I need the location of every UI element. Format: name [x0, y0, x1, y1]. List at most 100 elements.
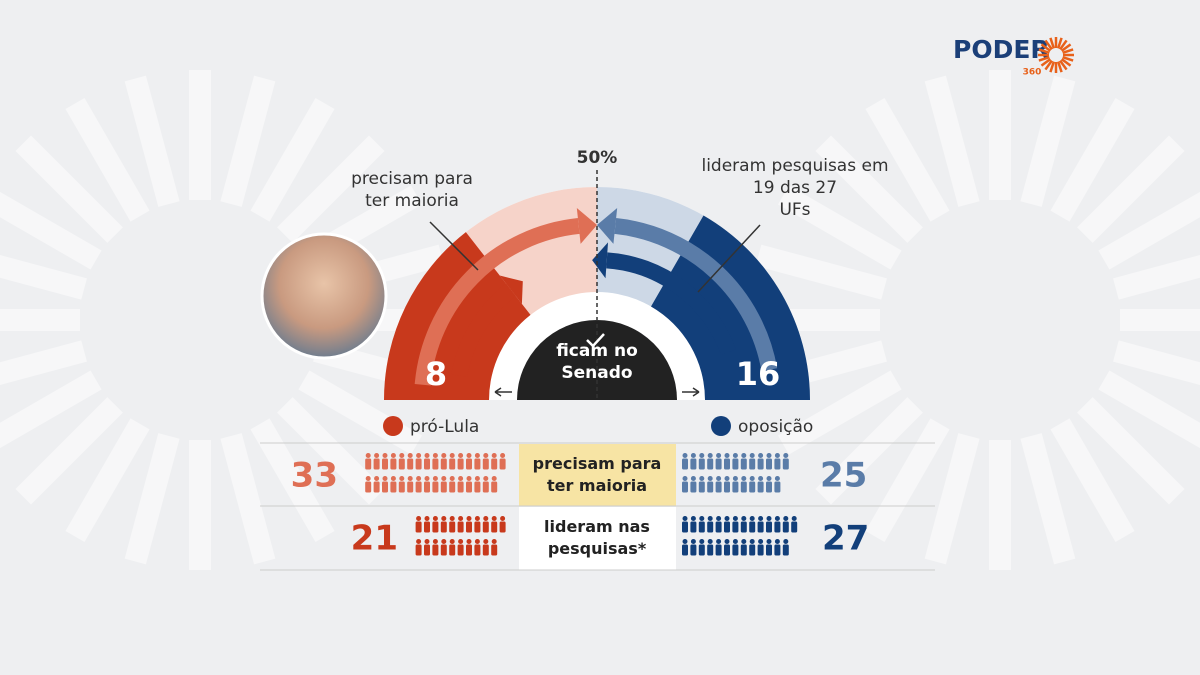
ray [15, 397, 123, 505]
ray [15, 135, 123, 243]
person-icon [774, 481, 781, 493]
person-icon [407, 476, 413, 481]
person-icon [774, 458, 781, 470]
person-icon [441, 476, 447, 481]
person-icon [457, 544, 464, 556]
row-highlight [519, 507, 676, 570]
person-icon [724, 458, 730, 470]
person-icon [466, 544, 472, 556]
person-icon [458, 516, 464, 521]
person-icon [491, 539, 497, 544]
person-icon [758, 539, 764, 544]
person-icon [449, 458, 456, 470]
ray [1020, 433, 1076, 565]
row-label: lideram nas pesquisas* [544, 517, 650, 558]
note-pointer [429, 221, 479, 271]
person-icon [390, 481, 397, 493]
person-icon [474, 453, 480, 458]
person-icon [757, 544, 764, 556]
person-icon [457, 521, 464, 533]
person-icon [707, 458, 714, 470]
left-note: precisam para ter maioria [351, 169, 473, 211]
right-note: lideram pesquisas em 19 das 27 UFs [701, 156, 888, 220]
person-icon [424, 516, 430, 521]
person-icon [432, 458, 439, 470]
person-icon [432, 481, 439, 493]
arrow [414, 218, 580, 386]
person-icon [483, 476, 489, 481]
person-icon [682, 481, 688, 493]
person-icon [707, 453, 713, 458]
person-icon [707, 521, 714, 533]
sun-ray [1044, 59, 1053, 71]
person-icon [682, 453, 688, 458]
center-arrows [494, 387, 700, 397]
person-icon [766, 544, 772, 556]
person-icon [741, 476, 747, 481]
ray [277, 135, 385, 243]
person-icon [449, 453, 455, 458]
person-icon [457, 458, 464, 470]
person-icon [390, 453, 396, 458]
person-icon [699, 516, 705, 521]
person-icon [432, 539, 438, 544]
ray [277, 397, 385, 505]
ray [220, 75, 276, 207]
person-icon [432, 521, 439, 533]
ray [0, 370, 102, 449]
person-icon [449, 516, 455, 521]
arrow-head [597, 208, 618, 244]
person-icon [757, 481, 764, 493]
ray [250, 97, 335, 222]
person-icon [774, 539, 780, 544]
person-icon [716, 453, 722, 458]
logo-number: 360 [1023, 68, 1042, 78]
person-icon [466, 481, 472, 493]
person-icon [466, 453, 472, 458]
person-icon [440, 544, 447, 556]
person-icon [432, 476, 438, 481]
ray [1113, 255, 1200, 300]
hemicycle [384, 187, 810, 400]
person-icon [766, 458, 772, 470]
person-icon [774, 544, 781, 556]
person-icon [732, 476, 738, 481]
person-icon [432, 516, 438, 521]
ray [777, 370, 902, 455]
sun-ray [1059, 39, 1068, 51]
person-icon [740, 544, 747, 556]
person-icon [399, 453, 405, 458]
legend-right: oposição [738, 417, 813, 437]
sun-ray [1040, 43, 1052, 52]
person-icon [466, 516, 472, 521]
person-icon [474, 458, 481, 470]
person-icon [766, 453, 772, 458]
note-pointer [697, 224, 761, 293]
arrow-head [592, 242, 609, 279]
person-icon [766, 516, 772, 521]
person-icon [758, 453, 764, 458]
sunburst-decoration [0, 70, 1200, 570]
ray [65, 97, 150, 222]
person-icon [782, 521, 789, 533]
person-icon [407, 481, 414, 493]
ray [0, 191, 102, 270]
sun-ray [1038, 55, 1050, 62]
person-icon [458, 476, 464, 481]
sun-ray [1038, 48, 1050, 55]
person-icon [699, 476, 705, 481]
ray [124, 75, 180, 207]
person-icon [741, 453, 747, 458]
person-icon [382, 481, 388, 493]
person-group [682, 516, 798, 556]
person-icon [690, 521, 697, 533]
person-icon [415, 544, 422, 556]
person-icon [682, 476, 688, 481]
person-icon [682, 458, 688, 470]
person-icon [741, 516, 747, 521]
person-icon [424, 539, 430, 544]
person-icon [482, 481, 489, 493]
person-icon [740, 521, 747, 533]
person-icon [449, 544, 456, 556]
person-icon [458, 539, 464, 544]
